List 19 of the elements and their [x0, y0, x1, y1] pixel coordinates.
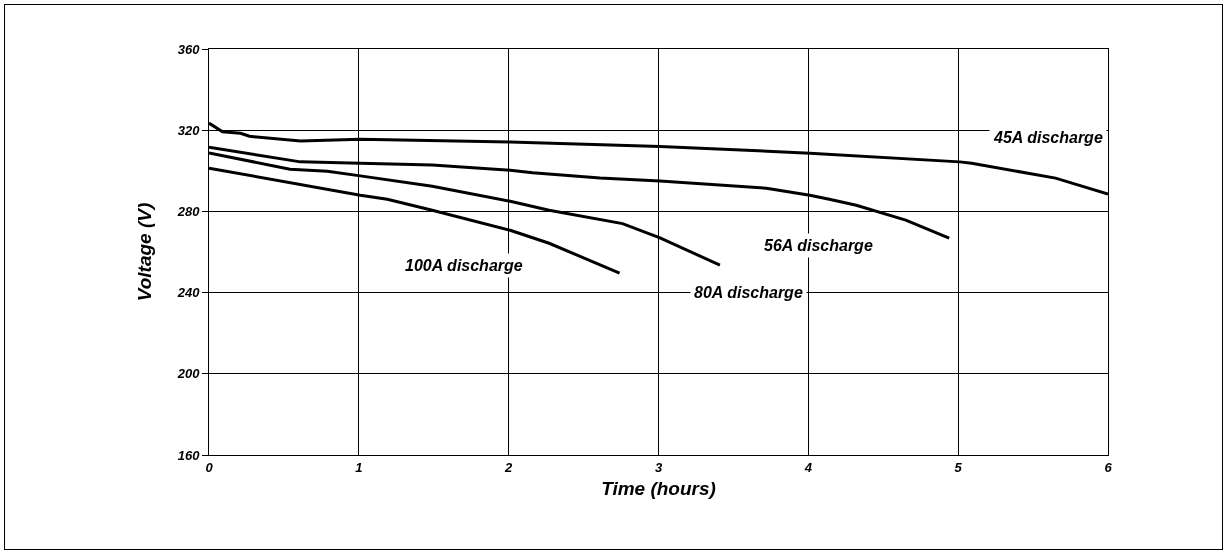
x-tick-label: 1	[355, 459, 363, 475]
series-label: 80A discharge	[694, 284, 803, 301]
y-tick-label: 240	[176, 285, 201, 301]
x-axis-title: Time (hours)	[601, 478, 716, 500]
series-label: 45A discharge	[993, 129, 1103, 146]
x-tick-label: 0	[205, 459, 214, 475]
x-tick-label: 4	[803, 459, 813, 475]
series-label: 56A discharge	[764, 237, 873, 254]
y-axis-title: Voltage (V)	[133, 202, 155, 302]
y-tick-label: 280	[176, 203, 201, 219]
y-tick-label: 360	[177, 41, 201, 57]
x-tick-label: 3	[654, 459, 663, 475]
y-tick-label: 200	[176, 366, 201, 382]
x-tick-label: 2	[504, 459, 514, 475]
y-tick-label: 160	[177, 447, 201, 463]
x-tick-label: 6	[1104, 459, 1113, 475]
y-tick-label: 320	[177, 122, 201, 138]
series-label: 100A discharge	[405, 257, 523, 274]
x-tick-label: 5	[954, 459, 963, 475]
